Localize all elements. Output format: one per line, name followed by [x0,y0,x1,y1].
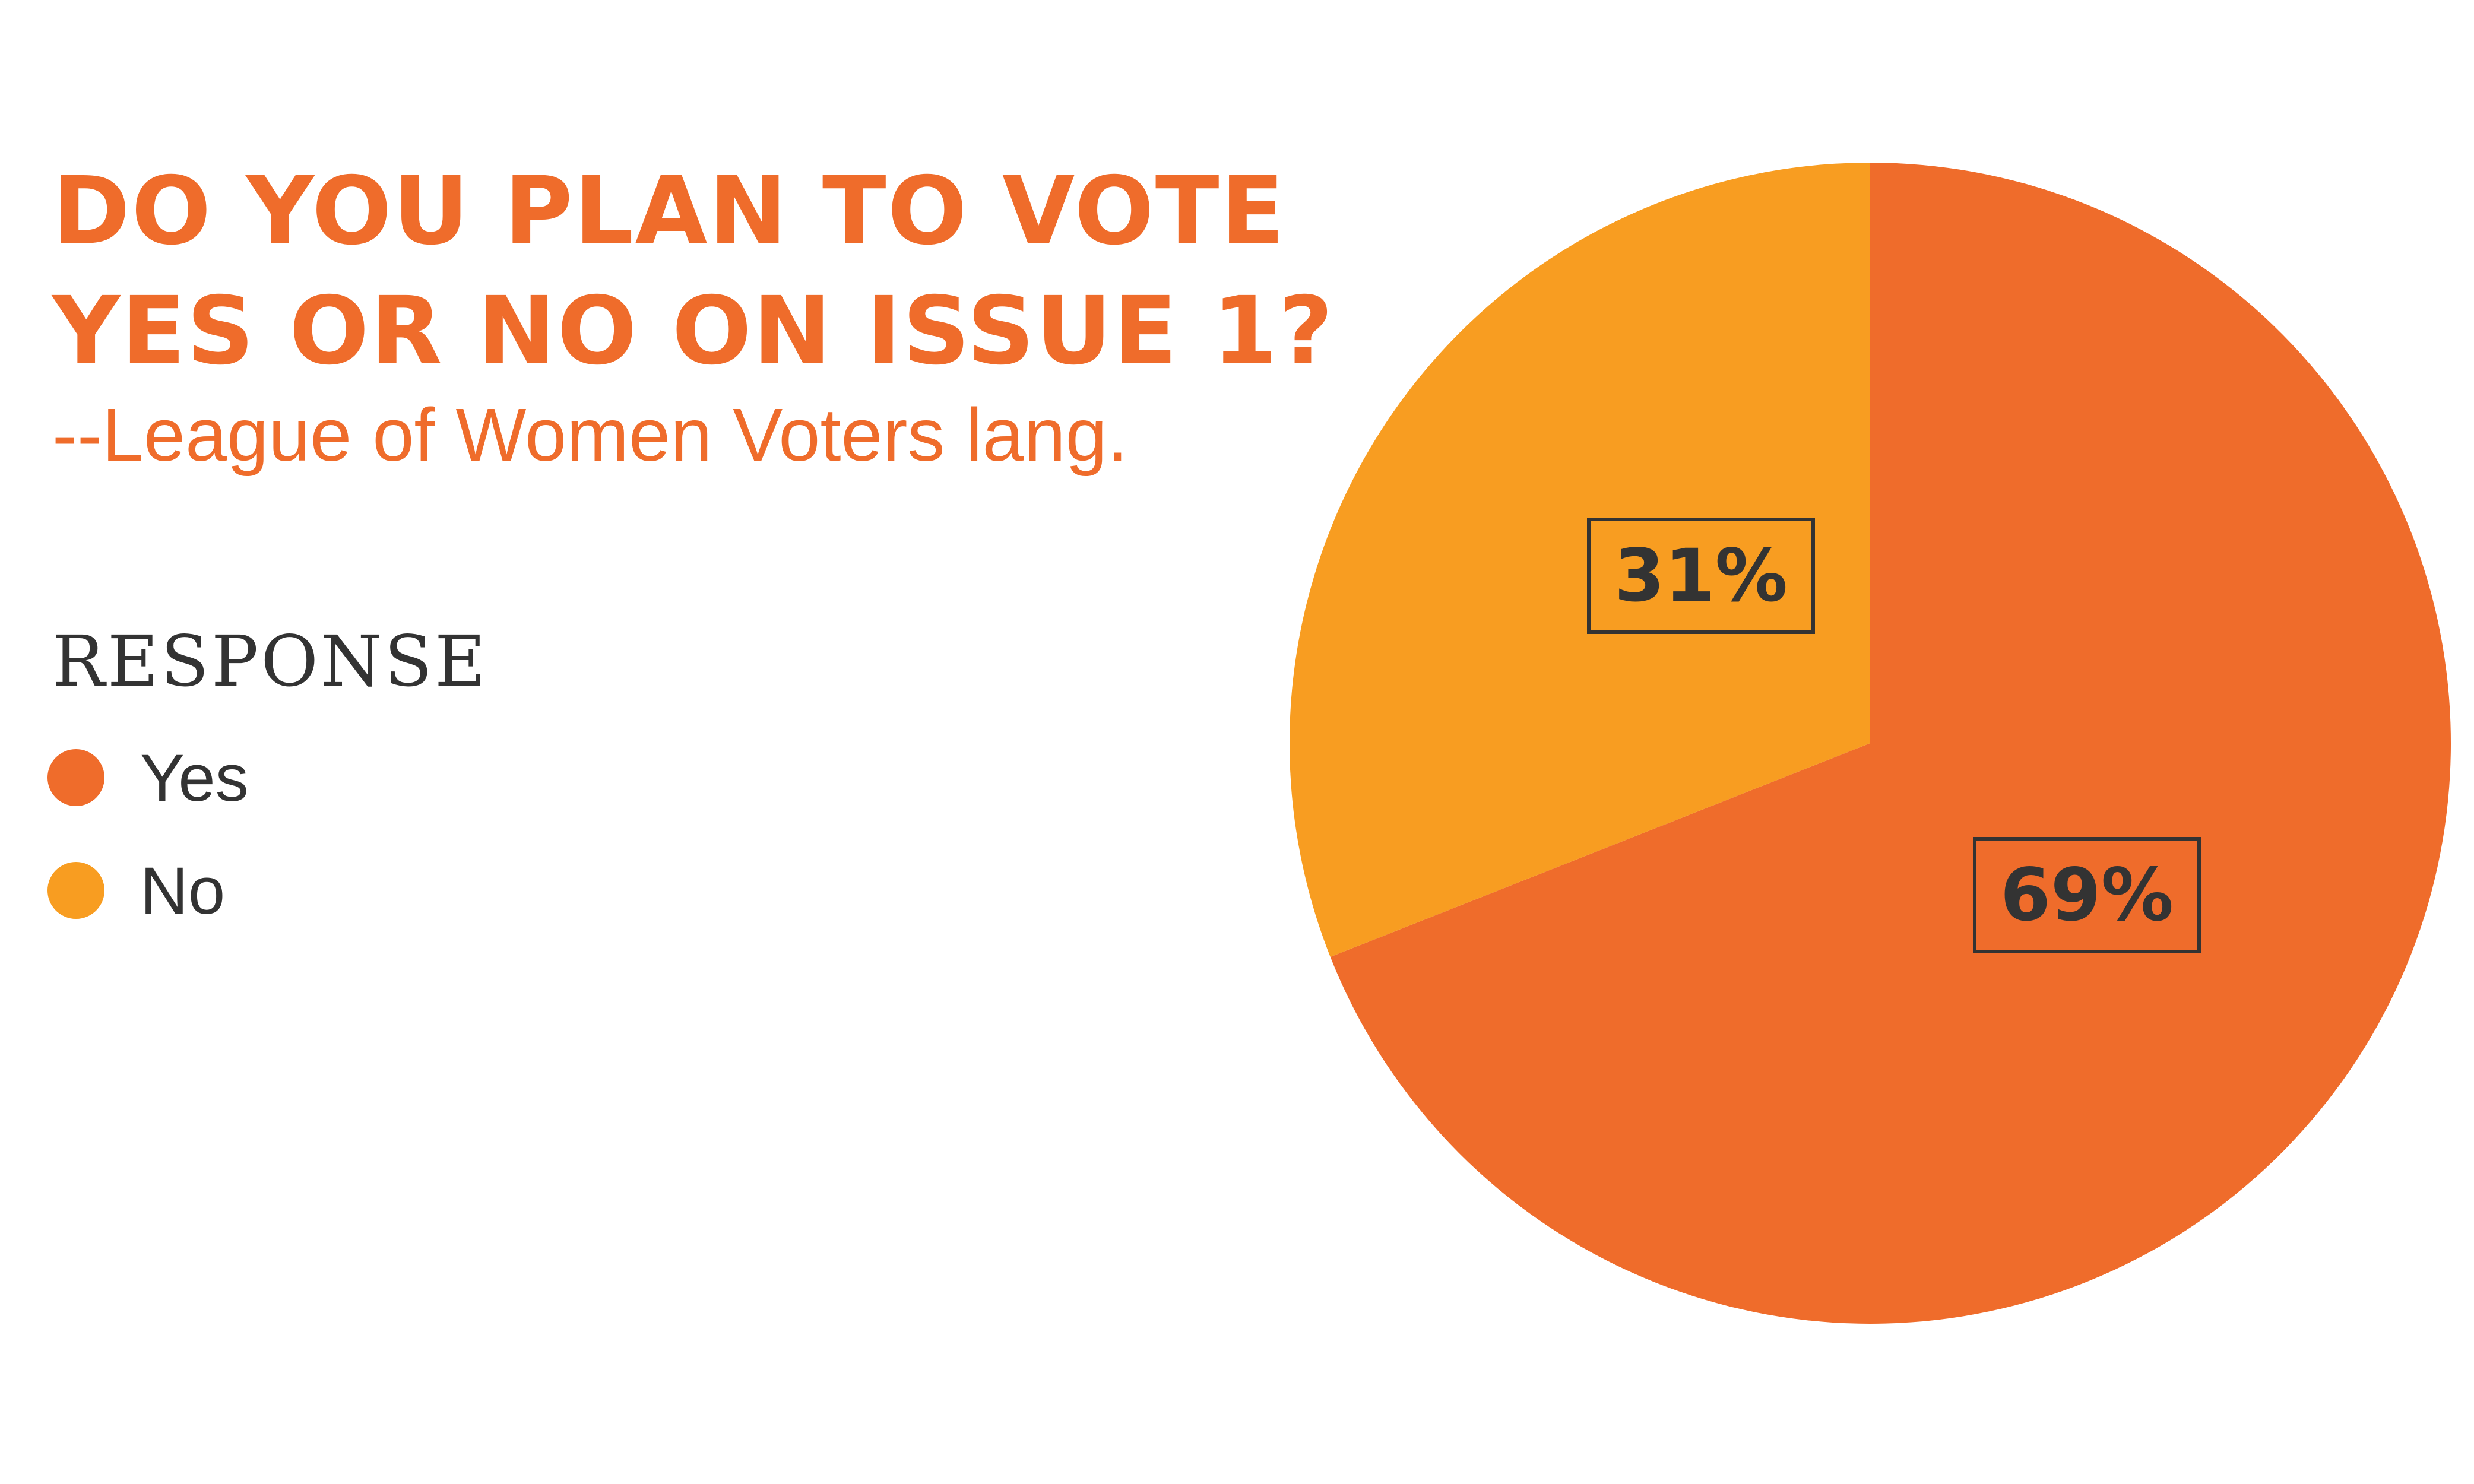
data-label-no: 31% [1614,534,1788,618]
pie-slice-yes [1330,163,2451,1324]
chart-title: DO YOU PLAN TO VOTE YES OR NO ON ISSUE 1… [52,151,1334,391]
legend-item-yes: Yes [47,741,249,815]
legend-title: RESPONSE [52,620,489,702]
data-label-box-yes [1973,837,2201,953]
chart-title-line-2: YES OR NO ON ISSUE 1? [52,277,1335,386]
legend-swatch-no [47,862,104,919]
legend-swatch-yes [47,749,104,806]
legend-label-yes: Yes [140,740,249,815]
legend-label-no: No [140,853,226,928]
pie-slice-no [1290,162,1870,957]
legend-item-no: No [47,854,225,928]
chart-subtitle: --League of Women Voters lang. [52,393,1128,477]
data-label-yes: 69% [2000,853,2174,937]
data-label-box-no [1587,518,1815,634]
chart-title-line-1: DO YOU PLAN TO VOTE [52,157,1286,266]
